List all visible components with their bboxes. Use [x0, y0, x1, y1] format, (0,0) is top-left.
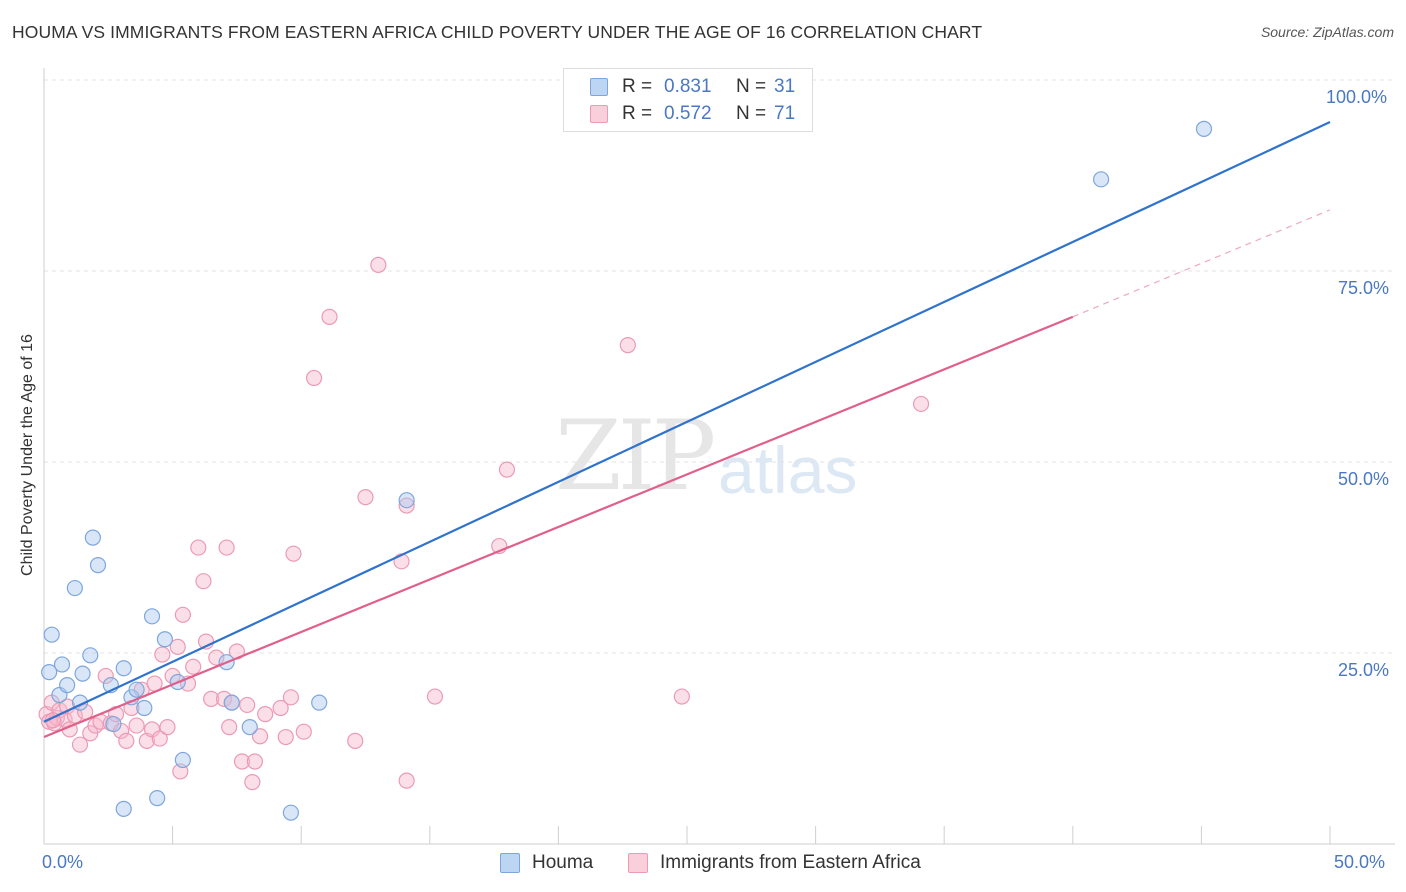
africa-swatch	[628, 853, 648, 873]
africa-point	[321, 308, 338, 325]
chart-title: HOUMA VS IMMIGRANTS FROM EASTERN AFRICA …	[12, 22, 983, 42]
africa-point	[221, 719, 238, 736]
africa-point	[282, 689, 300, 706]
africa-point	[251, 728, 269, 745]
houma-point	[115, 660, 132, 677]
houma-point	[143, 608, 161, 625]
y-tick-75: 75.0%	[1338, 278, 1390, 298]
africa-point	[285, 545, 302, 562]
africa-trend-extension	[1072, 209, 1331, 318]
africa-point	[159, 719, 176, 736]
houma-point	[241, 719, 258, 736]
africa-point	[257, 706, 274, 723]
houma-point	[398, 492, 415, 509]
houma-point	[223, 694, 240, 711]
africa-point	[208, 649, 225, 666]
houma-point	[174, 751, 191, 769]
series-legend: Houma Immigrants from Eastern Africa	[0, 852, 1406, 876]
africa-trend-line	[43, 315, 1074, 739]
y-tick-50: 50.0%	[1338, 469, 1390, 489]
africa-point	[71, 736, 89, 753]
africa-point	[305, 369, 323, 387]
africa-point	[203, 690, 220, 707]
africa-point	[398, 772, 415, 789]
africa-point	[246, 753, 264, 770]
houma-point	[53, 656, 71, 673]
legend-label-africa: Immigrants from Eastern Africa	[660, 852, 921, 873]
houma-point	[115, 800, 132, 817]
houma-point	[84, 529, 101, 546]
africa-point	[233, 753, 251, 770]
africa-point	[370, 256, 387, 273]
legend-row-africa: R = 0.572 N = 71	[590, 103, 795, 125]
houma-point	[59, 676, 76, 694]
africa-point	[673, 688, 690, 705]
africa-point	[295, 723, 312, 740]
r-label: R =	[622, 76, 653, 97]
n-label: N =	[736, 76, 767, 97]
africa-point	[151, 730, 168, 747]
houma-point	[105, 715, 122, 733]
y-tick-25: 25.0%	[1338, 660, 1390, 680]
correlation-legend: R = 0.831 N = 31 R = 0.572 N = 71	[563, 68, 813, 132]
watermark-atlas: atlas	[718, 433, 858, 507]
houma-swatch	[500, 853, 520, 873]
n-value: 71	[774, 103, 796, 124]
africa-point	[174, 606, 191, 623]
legend-label-houma: Houma	[532, 852, 594, 873]
africa-point	[347, 732, 364, 749]
x-tick-max: 50.0%	[1334, 852, 1386, 872]
houma-point	[66, 579, 83, 597]
africa-point	[215, 690, 233, 707]
africa-point	[154, 646, 171, 663]
africa-point	[118, 732, 135, 749]
r-value: 0.572	[664, 103, 712, 124]
legend-item-houma: Houma	[500, 852, 593, 874]
africa-point	[169, 638, 186, 655]
houma-point	[41, 663, 58, 681]
x-tick-min: 0.0%	[42, 852, 84, 872]
houma-swatch	[590, 78, 608, 96]
houma-point	[156, 631, 173, 648]
r-label: R =	[622, 103, 653, 124]
houma-point	[82, 647, 99, 664]
legend-row-houma: R = 0.831 N = 31	[590, 76, 795, 98]
africa-point	[272, 699, 289, 717]
africa-point	[97, 667, 114, 685]
africa-swatch	[590, 105, 608, 123]
africa-point	[244, 774, 261, 791]
y-tick-100: 100.0%	[1326, 87, 1388, 107]
africa-point	[218, 539, 235, 556]
africa-point	[190, 539, 207, 556]
africa-point	[498, 461, 516, 478]
africa-point	[912, 395, 930, 413]
africa-point	[239, 696, 256, 714]
source-label: Source: ZipAtlas.com	[1260, 24, 1394, 40]
africa-point	[195, 573, 212, 590]
houma-point	[89, 557, 107, 574]
africa-point	[398, 497, 415, 514]
houma-point	[282, 804, 300, 821]
r-value: 0.831	[664, 76, 712, 97]
houma-point	[128, 681, 145, 698]
africa-point	[128, 717, 145, 734]
houma-point	[43, 626, 60, 643]
n-label: N =	[736, 103, 767, 124]
houma-point	[1092, 171, 1110, 188]
houma-point	[136, 699, 153, 717]
houma-point	[1195, 120, 1213, 137]
africa-point	[277, 728, 294, 746]
houma-point	[74, 665, 91, 682]
africa-point	[185, 658, 202, 675]
watermark-zip: ZIP	[555, 400, 716, 512]
n-value: 31	[774, 76, 796, 97]
legend-item-africa: Immigrants from Eastern Africa	[628, 852, 921, 874]
africa-point	[357, 489, 374, 506]
houma-point	[149, 790, 166, 807]
africa-point	[619, 337, 636, 354]
houma-point	[311, 694, 328, 711]
africa-point	[426, 688, 444, 705]
houma-trend-line	[43, 121, 1331, 723]
